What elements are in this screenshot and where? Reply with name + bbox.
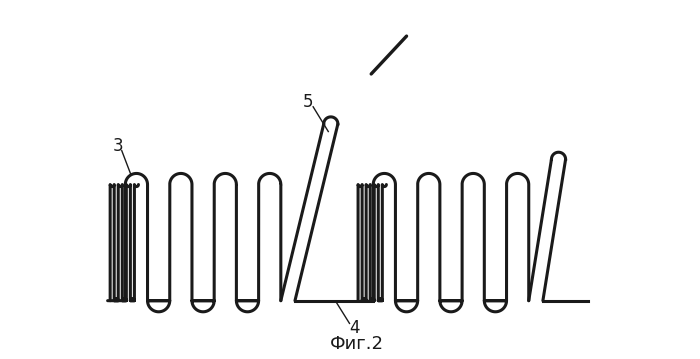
- Text: 5: 5: [303, 93, 314, 111]
- Text: Фиг.2: Фиг.2: [330, 335, 384, 353]
- Text: 3: 3: [113, 137, 123, 155]
- Text: 4: 4: [349, 320, 360, 337]
